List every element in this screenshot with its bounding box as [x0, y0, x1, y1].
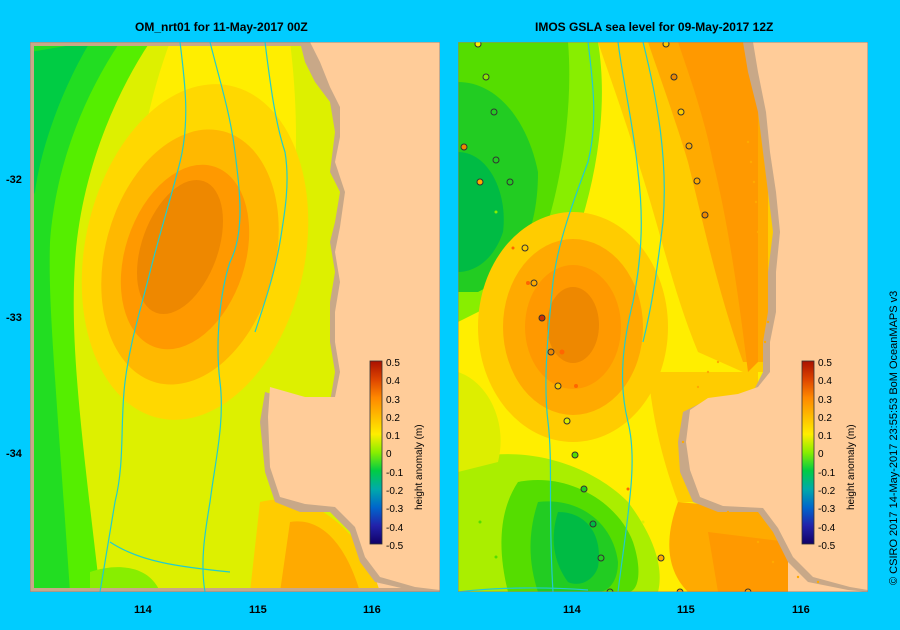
right-panel-title: IMOS GSLA sea level for 09-May-2017 12Z [535, 20, 774, 34]
right-colorbar [801, 360, 815, 545]
cb-tick: -0.4 [818, 522, 836, 534]
cb-tick: 0.4 [818, 376, 832, 388]
cb-tick: -0.1 [386, 467, 404, 479]
cb-tick: -0.2 [386, 486, 404, 498]
right-colorbar-label: height anomaly (m) [846, 424, 857, 510]
lon-label: 115 [249, 604, 267, 616]
cb-tick: -0.4 [386, 522, 404, 534]
credit-text: © CSIRO 2017 14-May-2017 23:55:53 BoM Oc… [888, 290, 900, 585]
cb-tick: -0.3 [386, 504, 404, 516]
cb-tick: 0.5 [818, 358, 832, 369]
lon-label: 114 [563, 604, 581, 616]
lat-label: -32 [6, 174, 22, 186]
cb-tick: 0.4 [386, 376, 400, 388]
left-panel-title: OM_nrt01 for 11-May-2017 00Z [135, 20, 308, 34]
right-colorbar-ticks: 0.5 0.4 0.3 0.2 0.1 0 -0.1 -0.2 -0.3 -0.… [818, 355, 854, 556]
left-colorbar [369, 360, 383, 545]
cb-tick: 0.1 [818, 431, 832, 443]
right-map [458, 42, 868, 592]
lon-label: 116 [363, 604, 381, 616]
cb-tick: 0.3 [818, 394, 832, 406]
cb-tick: 0.2 [818, 412, 832, 424]
cb-tick: 0 [386, 449, 392, 461]
lon-label: 116 [792, 604, 810, 616]
left-map [30, 42, 440, 592]
cb-tick: -0.3 [818, 504, 836, 516]
cb-tick: -0.5 [386, 540, 404, 552]
lat-label: -33 [6, 312, 22, 324]
cb-tick: -0.5 [818, 540, 836, 552]
lon-label: 115 [677, 604, 695, 616]
cb-tick: 0.2 [386, 412, 400, 424]
left-colorbar-ticks: 0.5 0.4 0.3 0.2 0.1 0 -0.1 -0.2 -0.3 -0.… [386, 355, 422, 556]
left-colorbar-label: height anomaly (m) [414, 424, 425, 510]
cb-tick: -0.2 [818, 486, 836, 498]
lat-label: -34 [6, 448, 22, 460]
cb-tick: 0.1 [386, 431, 400, 443]
cb-tick: 0.3 [386, 394, 400, 406]
cb-tick: 0 [818, 449, 824, 461]
cb-tick: 0.5 [386, 358, 400, 369]
cb-tick: -0.1 [818, 467, 836, 479]
lon-label: 114 [134, 604, 152, 616]
